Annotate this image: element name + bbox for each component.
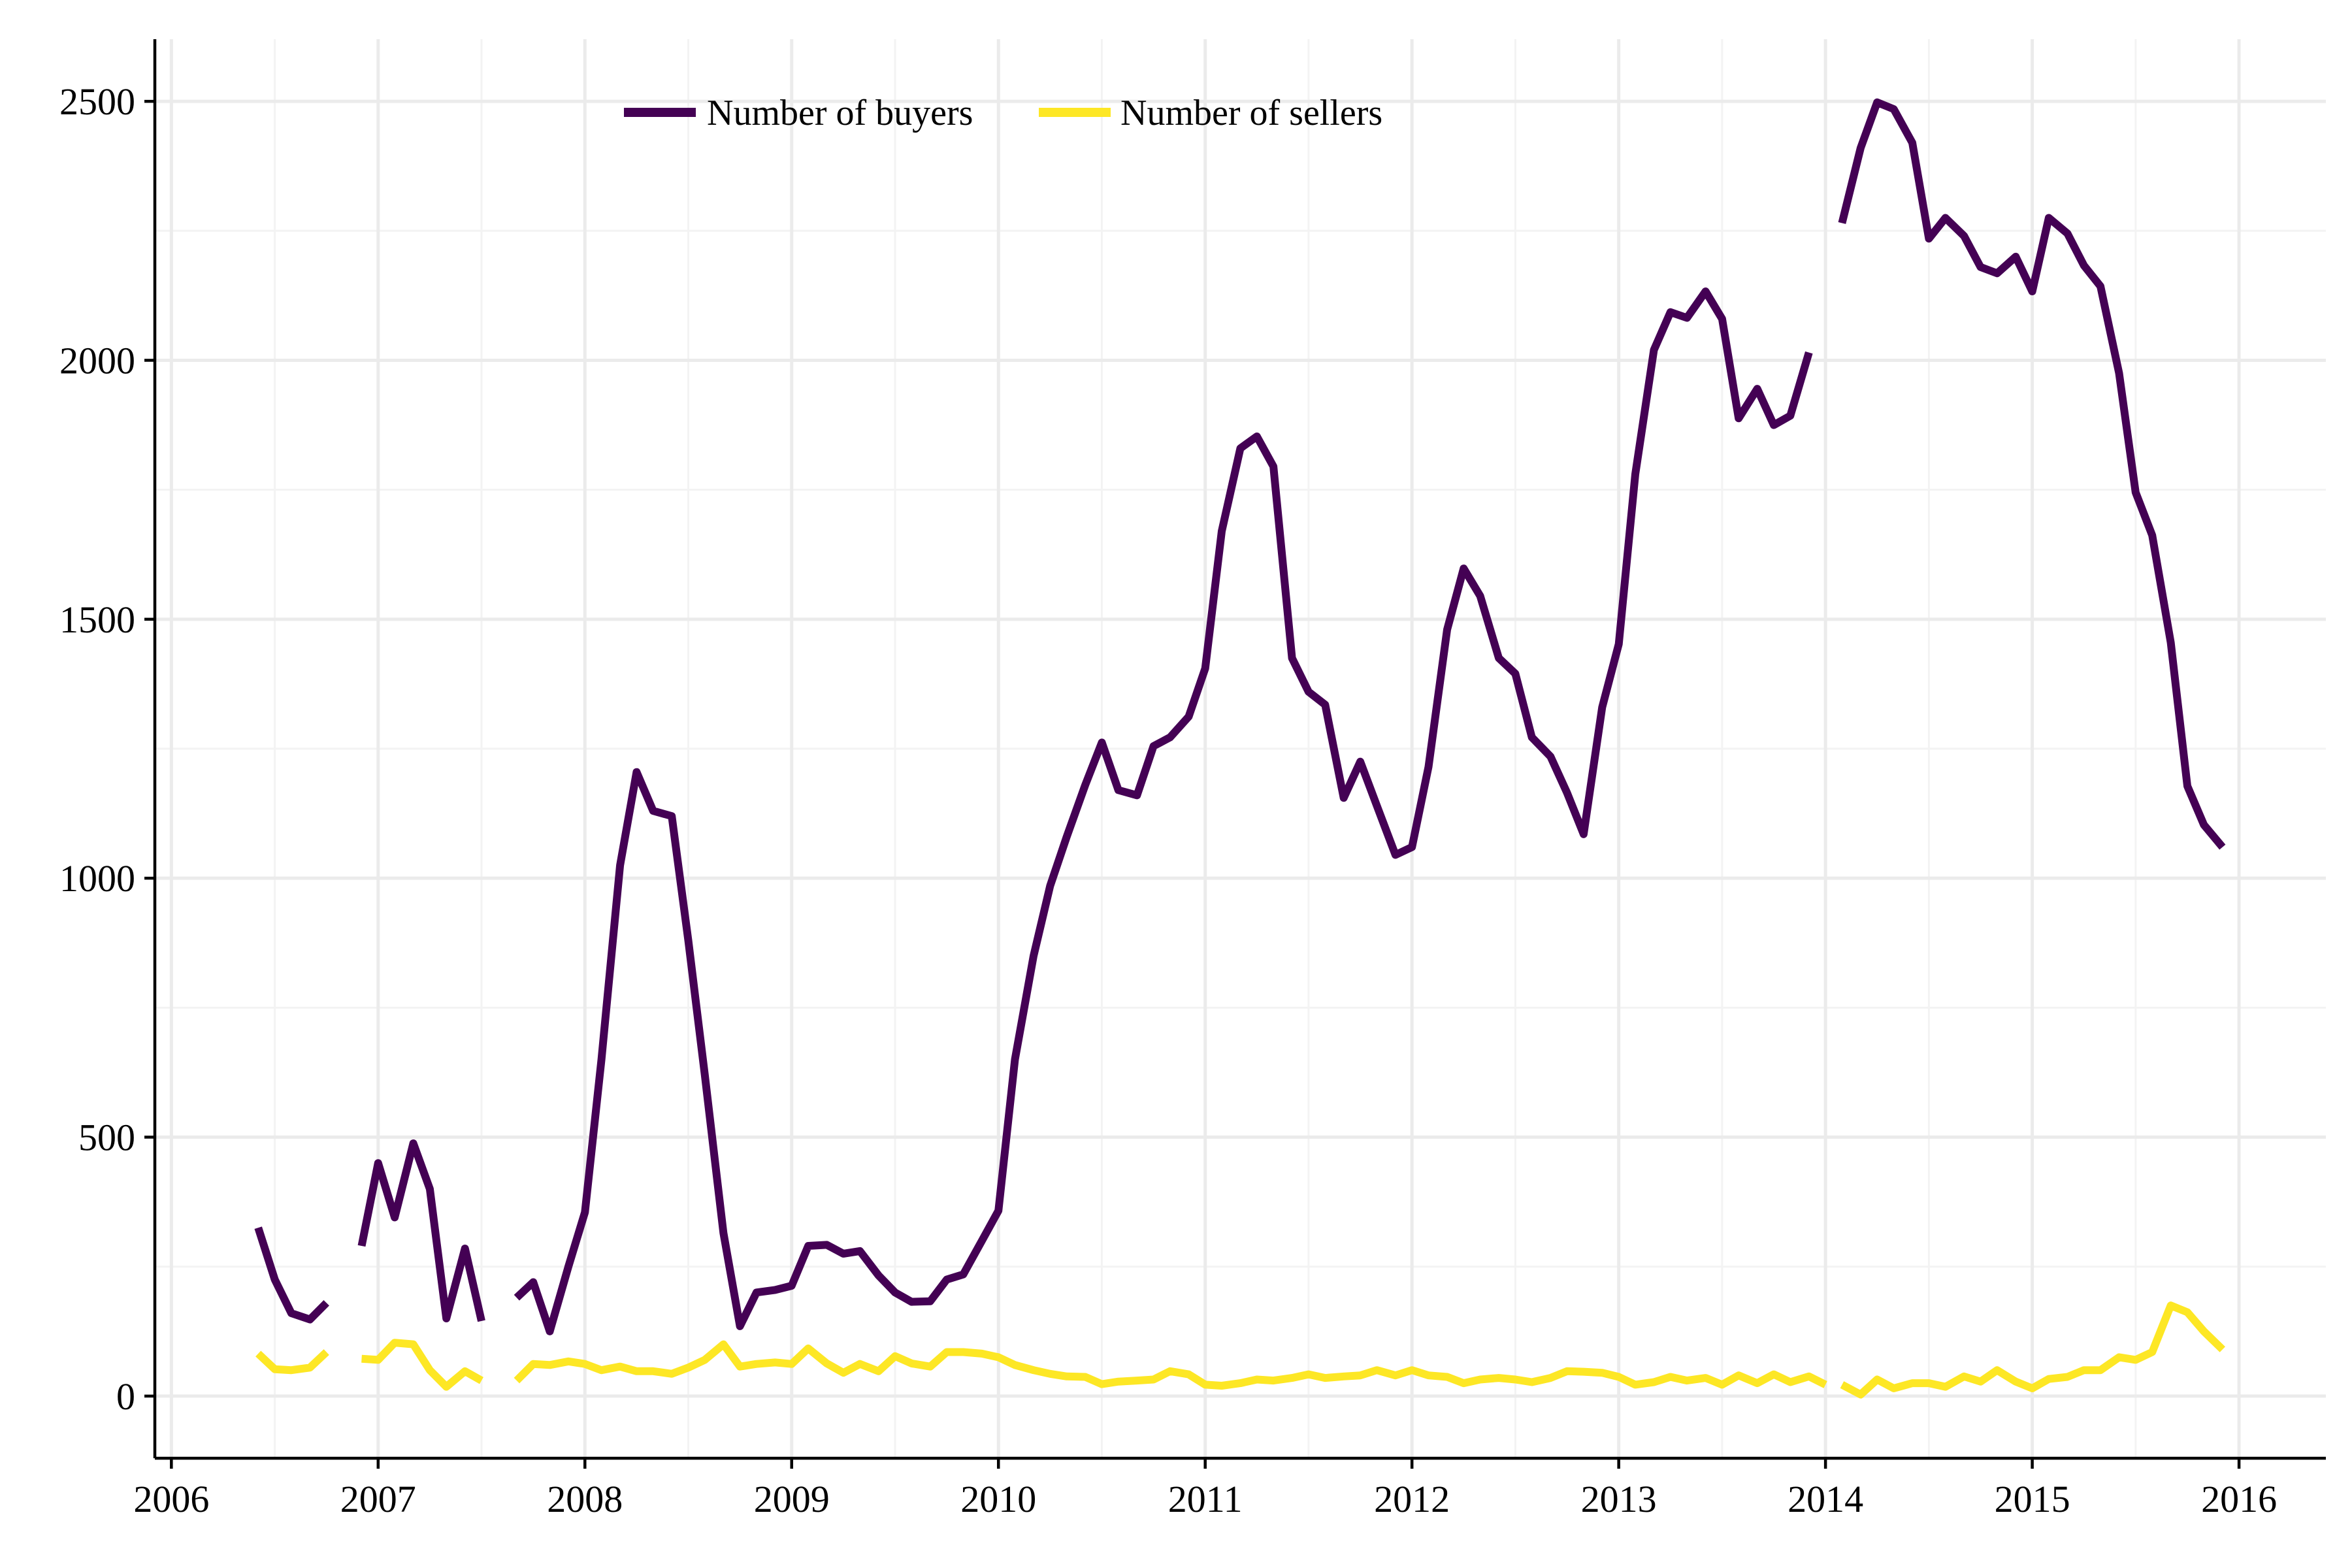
y-tick-label: 1000 <box>59 857 135 900</box>
y-tick-label: 500 <box>78 1117 135 1159</box>
axes <box>153 39 2326 1460</box>
x-tick-label: 2007 <box>340 1478 416 1520</box>
y-tick-label: 0 <box>116 1375 135 1418</box>
x-tick-label: 2009 <box>754 1478 830 1520</box>
x-tick-label: 2013 <box>1581 1478 1657 1520</box>
y-tick-label: 1500 <box>59 598 135 641</box>
x-axis-ticks: 2006 2007 2008 2009 2010 2011 2012 2013 2014 2015… <box>133 1458 2277 1520</box>
legend-label-sellers: Number of sellers <box>1120 93 1382 133</box>
y-tick-label: 2000 <box>59 339 135 382</box>
x-tick-label: 2014 <box>1788 1478 1863 1520</box>
x-tick-label: 2010 <box>960 1478 1036 1520</box>
y-tick-label: 2500 <box>59 80 135 123</box>
legend: Number of buyers Number of sellers <box>624 93 1382 133</box>
x-tick-label: 2016 <box>2201 1478 2277 1520</box>
series-lines <box>254 98 2226 1399</box>
x-tick-label: 2008 <box>547 1478 623 1520</box>
y-axis-ticks: 0 500 1000 1500 2000 2500 <box>59 80 155 1418</box>
series-line-buyers <box>254 98 2226 1335</box>
x-tick-label: 2015 <box>1995 1478 2070 1520</box>
major-gridlines <box>155 39 2326 1458</box>
x-tick-label: 2011 <box>1168 1478 1243 1520</box>
x-tick-label: 2006 <box>133 1478 209 1520</box>
legend-label-buyers: Number of buyers <box>707 93 973 133</box>
series-line-sellers <box>255 1301 2225 1399</box>
x-tick-label: 2012 <box>1374 1478 1450 1520</box>
